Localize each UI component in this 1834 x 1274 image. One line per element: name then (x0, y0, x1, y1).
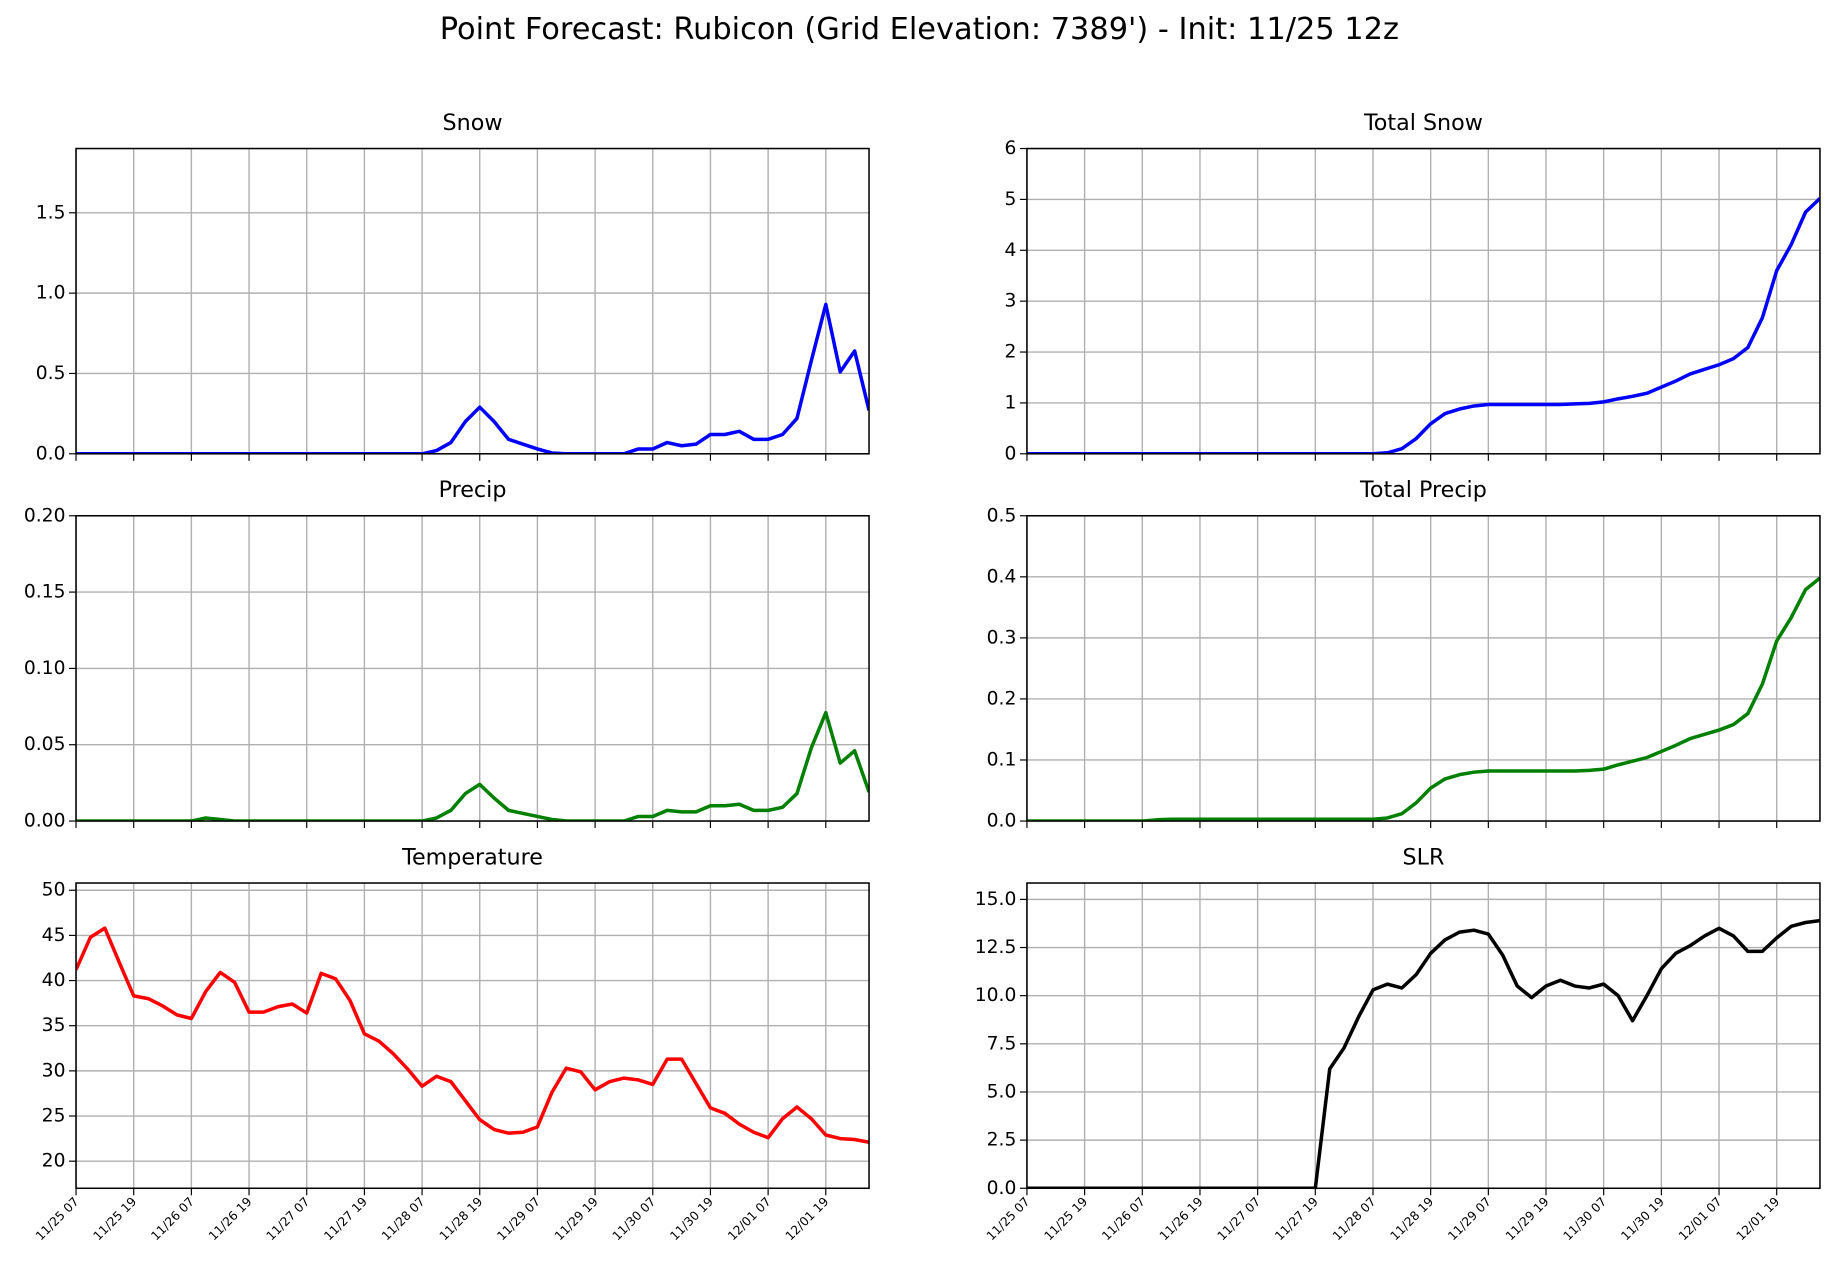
x-tick-label: 11/25 07 (984, 1195, 1033, 1244)
plot-area (76, 926, 870, 1144)
y-tick-label: 0.2 (987, 688, 1017, 709)
plot-area (76, 710, 870, 822)
y-tick-label: 35 (42, 1015, 66, 1036)
y-tick-label: 0.4 (987, 566, 1017, 587)
y-tick-label: 1.0 (36, 283, 66, 304)
figure-title: Point Forecast: Rubicon (Grid Elevation:… (440, 12, 1399, 47)
y-tick-label: 0.5 (36, 363, 66, 384)
x-tick-label: 11/25 19 (1042, 1195, 1091, 1244)
x-tick-label: 11/30 19 (667, 1195, 716, 1244)
x-tick-label: 11/30 19 (1618, 1195, 1667, 1244)
y-tick-label: 0.5 (987, 505, 1017, 526)
axes-frame (1026, 147, 1821, 455)
x-tick-label: 11/27 07 (264, 1195, 313, 1244)
subplot-title: Precip (439, 477, 507, 503)
y-tick-label: 7.5 (987, 1033, 1017, 1054)
subplot-title: SLR (1402, 844, 1444, 870)
subplot-title: Snow (443, 110, 503, 136)
x-tick-label: 11/29 07 (494, 1195, 543, 1244)
y-tick-label: 2 (1005, 342, 1017, 363)
y-tick-label: 0.0 (36, 443, 66, 464)
x-tick-label: 11/28 19 (437, 1195, 486, 1244)
y-tick-label: 45 (42, 925, 66, 946)
x-tick-label: 11/28 19 (1388, 1195, 1437, 1244)
axes-frame (75, 515, 870, 822)
x-tick-label: 11/26 07 (1099, 1195, 1148, 1244)
x-tick-label: 11/29 19 (552, 1195, 601, 1244)
y-tick-label: 0.1 (987, 749, 1017, 770)
subplot: Snow 0.0 0.5 1.0 1.5 (36, 110, 870, 464)
y-tick-label: 12.5 (975, 937, 1017, 958)
plot-area (1026, 918, 1820, 1189)
y-tick-label: 0.0 (987, 1178, 1017, 1199)
subplot-title: Total Precip (1359, 477, 1487, 503)
subplot: Total Precip 0.0 0.1 0.2 0.3 0.4 0.5 (987, 477, 1821, 832)
data-line (1026, 918, 1820, 1189)
y-tick-label: 0.10 (24, 658, 66, 679)
x-tick-label: 12/01 19 (783, 1195, 832, 1244)
y-tick-label: 30 (42, 1060, 66, 1081)
y-tick-label: 20 (42, 1151, 66, 1172)
x-tick-label: 11/27 19 (1272, 1195, 1321, 1244)
data-line (76, 926, 870, 1144)
y-tick-label: 0.00 (24, 811, 66, 832)
y-tick-label: 0.0 (987, 811, 1017, 832)
x-tick-label: 11/25 07 (33, 1195, 82, 1244)
data-line (76, 710, 870, 822)
y-tick-label: 0.15 (24, 582, 66, 603)
data-line (1026, 576, 1820, 822)
y-tick-label: 50 (42, 880, 66, 901)
y-tick-label: 10.0 (975, 985, 1017, 1006)
axes-frame (75, 882, 870, 1190)
y-tick-label: 3 (1005, 291, 1017, 312)
plot-area (76, 302, 870, 454)
y-tick-label: 1 (1005, 392, 1017, 413)
x-tick-label: 11/27 19 (321, 1195, 370, 1244)
y-tick-label: 40 (42, 970, 66, 991)
x-tick-label: 12/01 19 (1734, 1195, 1783, 1244)
y-tick-label: 0.20 (24, 505, 66, 526)
plot-area (1026, 197, 1820, 454)
x-tick-label: 11/27 07 (1215, 1195, 1264, 1244)
axes-frame (1026, 882, 1821, 1190)
subplot: Precip 0.00 0.05 0.10 0.15 0.20 (24, 477, 870, 832)
subplot-title: Temperature (401, 844, 543, 870)
y-tick-label: 0.3 (987, 627, 1017, 648)
y-tick-label: 1.5 (36, 202, 66, 223)
data-line (1026, 197, 1820, 454)
x-tick-label: 12/01 07 (725, 1195, 774, 1244)
x-tick-label: 12/01 07 (1676, 1195, 1725, 1244)
y-tick-label: 0.05 (24, 734, 66, 755)
axes-frame (1026, 515, 1821, 822)
y-tick-label: 2.5 (987, 1130, 1017, 1151)
plot-area (1026, 576, 1820, 822)
x-tick-label: 11/29 19 (1503, 1195, 1552, 1244)
x-tick-label: 11/26 07 (148, 1195, 197, 1244)
x-tick-label: 11/28 07 (379, 1195, 428, 1244)
subplot: Total Snow 0 1 2 3 4 5 6 (1005, 110, 1821, 464)
x-tick-label: 11/26 19 (1157, 1195, 1206, 1244)
y-tick-label: 5 (1005, 189, 1017, 210)
x-tick-label: 11/29 07 (1445, 1195, 1494, 1244)
y-tick-label: 4 (1005, 240, 1017, 261)
x-tick-label: 11/28 07 (1330, 1195, 1379, 1244)
x-tick-label: 11/25 19 (91, 1195, 140, 1244)
x-tick-label: 11/30 07 (610, 1195, 659, 1244)
y-tick-label: 6 (1005, 138, 1017, 159)
subplot: Temperature 11/25 07 11/25 19 11/26 07 11/26… (33, 844, 870, 1244)
y-tick-label: 25 (42, 1106, 66, 1127)
y-tick-label: 0 (1005, 443, 1017, 464)
data-line (76, 302, 870, 454)
x-tick-label: 11/30 07 (1561, 1195, 1610, 1244)
axes-frame (75, 147, 870, 455)
y-tick-label: 15.0 (975, 889, 1017, 910)
subplot-title: Total Snow (1363, 110, 1483, 136)
y-tick-label: 5.0 (987, 1081, 1017, 1102)
x-tick-label: 11/26 19 (206, 1195, 255, 1244)
